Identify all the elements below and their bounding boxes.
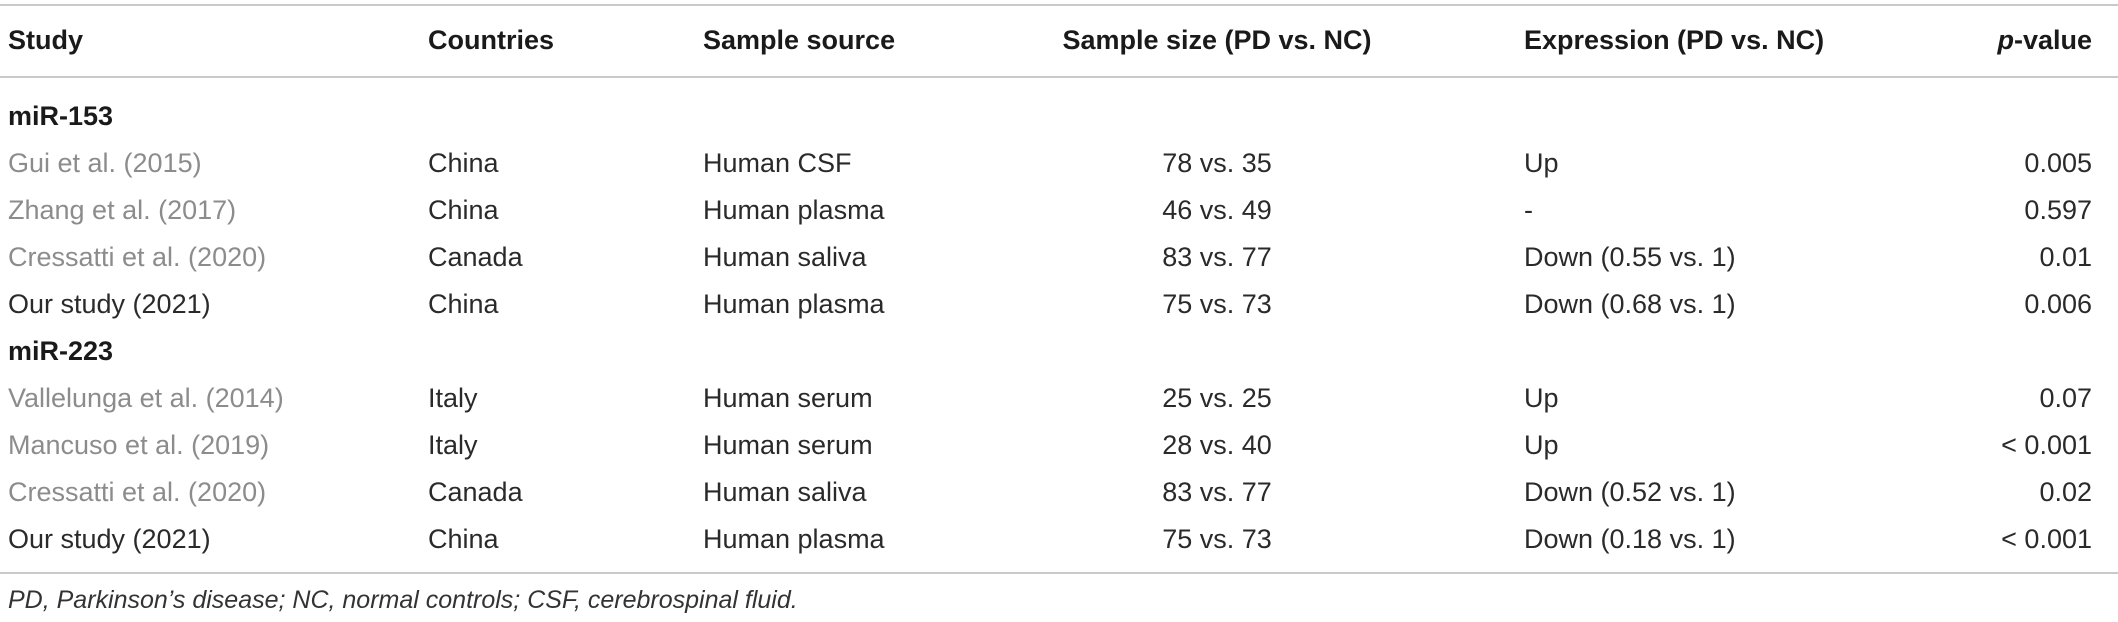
cell-p-value: < 0.001 [2001, 430, 2092, 460]
cell-size: 75 vs. 73 [1162, 289, 1272, 319]
group-label: miR-153 [8, 101, 114, 131]
cell-expression: - [1524, 195, 1533, 225]
cell-expression: Down (0.52 vs. 1) [1524, 477, 1736, 507]
cell-p-value: 0.02 [2039, 477, 2092, 507]
cell-study: Cressatti et al. (2020) [8, 477, 267, 507]
group-label-row: miR-153 [0, 93, 2118, 140]
cell-source: Human plasma [703, 195, 885, 225]
cell-size: 83 vs. 77 [1162, 477, 1272, 507]
cell-expression: Down (0.68 vs. 1) [1524, 289, 1736, 319]
header-sample-size: Sample size (PD vs. NC) [1062, 25, 1372, 55]
cell-source: Human serum [703, 383, 873, 413]
cell-source: Human CSF [703, 148, 852, 178]
cell-study: Gui et al. (2015) [8, 148, 202, 178]
cell-p-value: < 0.001 [2001, 524, 2092, 554]
cell-source: Human serum [703, 430, 873, 460]
header-sample-source: Sample source [703, 25, 896, 55]
cell-country: China [428, 148, 499, 178]
cell-size: 25 vs. 25 [1162, 383, 1272, 413]
cell-expression: Up [1524, 430, 1559, 460]
cell-p-value: 0.597 [2024, 195, 2092, 225]
table-row: Vallelunga et al. (2014) Italy Human ser… [0, 375, 2118, 422]
cell-study: Cressatti et al. (2020) [8, 242, 267, 272]
table-row: Gui et al. (2015) China Human CSF 78 vs.… [0, 140, 2118, 187]
cell-size: 28 vs. 40 [1162, 430, 1272, 460]
table-bottom-rule [0, 572, 2118, 574]
cell-expression: Up [1524, 148, 1559, 178]
cell-source: Human plasma [703, 524, 885, 554]
cell-size: 75 vs. 73 [1162, 524, 1272, 554]
cell-study: Mancuso et al. (2019) [8, 430, 270, 460]
table-row: Our study (2021) China Human plasma 75 v… [0, 281, 2118, 328]
table-row: Our study (2021) China Human plasma 75 v… [0, 516, 2118, 563]
group-label-row: miR-223 [0, 328, 2118, 375]
cell-source: Human saliva [703, 242, 867, 272]
cell-p-value: 0.005 [2024, 148, 2092, 178]
table-row: Cressatti et al. (2020) Canada Human sal… [0, 234, 2118, 281]
header-study: Study [8, 25, 84, 55]
table-header-row: Study Countries Sample source Sample siz… [0, 17, 2118, 64]
cell-source: Human plasma [703, 289, 885, 319]
group-label: miR-223 [8, 336, 114, 366]
cell-p-value: 0.01 [2039, 242, 2092, 272]
table-top-rule [0, 4, 2118, 6]
table-row: Zhang et al. (2017) China Human plasma 4… [0, 187, 2118, 234]
header-countries: Countries [428, 25, 555, 55]
table-row: Cressatti et al. (2020) Canada Human sal… [0, 469, 2118, 516]
cell-study: Zhang et al. (2017) [8, 195, 237, 225]
table-row: Mancuso et al. (2019) Italy Human serum … [0, 422, 2118, 469]
cell-p-value: 0.07 [2039, 383, 2092, 413]
table-header-rule [0, 76, 2118, 78]
cell-study: Our study (2021) [8, 524, 211, 554]
cell-expression: Down (0.18 vs. 1) [1524, 524, 1736, 554]
cell-size: 78 vs. 35 [1162, 148, 1272, 178]
cell-country: Italy [428, 430, 478, 460]
table-footnote: PD, Parkinson’s disease; NC, normal cont… [8, 586, 798, 614]
header-expression: Expression (PD vs. NC) [1524, 25, 1825, 55]
cell-source: Human saliva [703, 477, 867, 507]
cell-country: China [428, 289, 499, 319]
cell-study: Our study (2021) [8, 289, 211, 319]
header-p-suffix: -value [2013, 25, 2092, 55]
cell-country: Italy [428, 383, 478, 413]
cell-p-value: 0.006 [2024, 289, 2092, 319]
cell-expression: Up [1524, 383, 1559, 413]
cell-country: Canada [428, 242, 523, 272]
cell-size: 46 vs. 49 [1162, 195, 1272, 225]
cell-country: China [428, 524, 499, 554]
cell-country: Canada [428, 477, 523, 507]
cell-study: Vallelunga et al. (2014) [8, 383, 284, 413]
cell-expression: Down (0.55 vs. 1) [1524, 242, 1736, 272]
header-p-italic: p [1997, 25, 2014, 55]
header-p-value: p-value [1997, 17, 2092, 64]
cell-size: 83 vs. 77 [1162, 242, 1272, 272]
cell-country: China [428, 195, 499, 225]
